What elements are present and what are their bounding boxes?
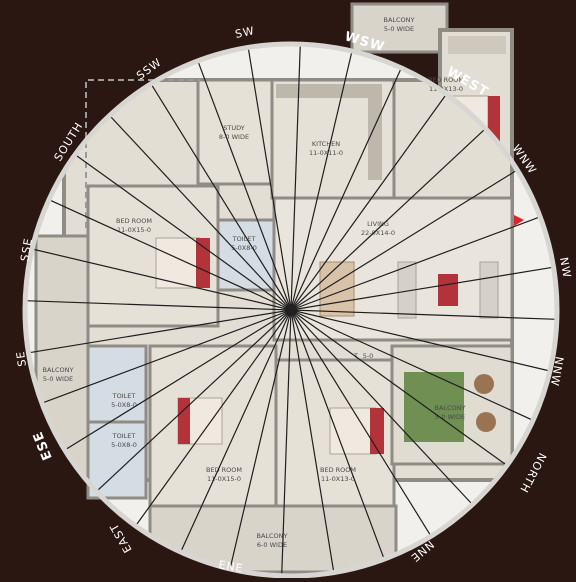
compass-ray [28,309,292,354]
compass-ray [64,309,292,451]
compass-ray [290,309,432,537]
compass-ray [281,309,292,576]
room-labels: BALCONY 5-0 WIDE BED ROOM 11-0X13-0 STUD… [42,16,465,549]
bedroom-br-size: 11-0X13-0 [321,475,355,483]
compass-ray [290,309,551,372]
balcony-bottom-name: BALCONY [256,532,287,540]
toilet-mid [216,218,276,292]
bed-accent-top-right [488,96,500,142]
compass-ray [48,199,292,311]
compass-ray [109,115,292,311]
balcony-left-size: 5-0 WIDE [43,375,73,383]
bed-left [155,237,201,289]
balcony-top-size: 5-0 WIDE [384,25,414,33]
compass-ray [247,47,292,311]
toilet-left-2 [86,420,148,500]
compass-ray [290,216,541,311]
compass-ring [22,41,560,579]
bedroom-bl-name: BED ROOM [206,466,242,474]
compass-ray [290,309,385,560]
compass-ray [135,309,292,527]
compass-ray [290,169,518,311]
sofa-right [479,261,499,319]
compass-ray [25,300,292,311]
balcony-bottom-size: 6-0 WIDE [257,541,287,549]
bedroom-br-name: BED ROOM [320,466,356,474]
entry-marker-icon [514,215,524,226]
wardrobe-top [448,36,506,54]
toilet-left2-size: 5-0X8-0 [111,441,137,449]
toilet-mid-size: 5-0X8-0 [231,244,257,252]
study-room [196,78,274,186]
compass-ray [290,309,508,466]
living-name: LIVING [367,220,389,228]
compass-ray [180,309,292,553]
planter-1 [474,374,494,394]
toilet-left2-name: TOILET [112,432,136,440]
bedroom-tr-name: BED ROOM [428,76,464,84]
toilet-left1-size: 5-0X8-0 [111,401,137,409]
compass-ray [290,266,554,311]
dir-nw: NW [557,256,573,279]
compass-ray [197,60,292,311]
coffee-table [438,274,458,306]
compass-ray [74,154,292,311]
compass-ray [290,50,353,311]
dir-ene: ENE [217,558,244,575]
balcony-left-name: BALCONY [42,366,73,374]
dir-sse: SSE [18,237,35,263]
bed-bottom-right [329,407,377,455]
bed-accent-bottom-right [370,408,384,454]
kitchen-size: 11-0X11-0 [309,149,343,157]
floor-plan [34,2,514,574]
compass-ray [290,309,473,505]
compass-ray [31,248,292,311]
bedroom-tr-size: 11-0X13-0 [429,85,463,93]
balcony-top-name: BALCONY [383,16,414,24]
compass-ray [290,93,447,311]
balcony-right-size: 5-0 WIDE [435,413,465,421]
study-size: 8-0 WIDE [219,133,249,141]
compass-ray [229,309,292,570]
kitchen-counter-side [368,84,382,180]
bed-accent-left [196,238,210,288]
compass-rays [25,44,557,576]
compass-ray [290,309,534,421]
living-size: 22-0X14-0 [361,229,395,237]
compass-ray [290,44,301,311]
compass-ray [290,67,402,311]
toilet-mid-name: TOILET [232,235,256,243]
planter-2 [476,412,496,432]
bedroom-bl-size: 11-0X15-0 [207,475,241,483]
compass-ray [290,128,486,311]
dir-se: SE [14,350,29,368]
dir-nnw: NNW [548,355,566,387]
dir-sw: SW [234,24,256,41]
study-name: STUDY [223,124,245,132]
compass-ray [290,309,557,320]
bedroom-left-size: 11-0X15-0 [117,226,151,234]
compass-center [285,304,297,316]
balcony-top [350,2,449,54]
toilet-left-1 [86,344,148,424]
toilet-small-size: 5-0 [363,352,374,360]
kitchen-name: KITCHEN [312,140,340,148]
toilet-left1-name: TOILET [112,392,136,400]
bed-accent-bottom-left [178,398,190,444]
balcony-right-name: BALCONY [434,404,465,412]
kitchen-counter [276,84,368,98]
compass-ray [41,309,292,404]
compass-ray [96,309,292,492]
compass-ray [150,83,292,311]
bedroom-left-name: BED ROOM [116,217,152,225]
compass-ray [290,309,335,573]
